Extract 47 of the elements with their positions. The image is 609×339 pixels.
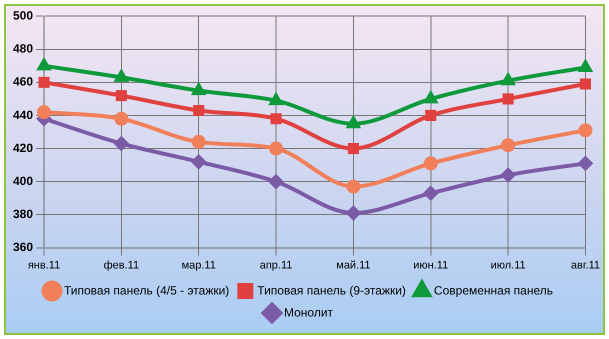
y-tick-label: 440 xyxy=(12,108,34,122)
point xyxy=(424,92,438,104)
point xyxy=(269,142,284,156)
legend-label: Современная панель xyxy=(434,283,553,298)
point xyxy=(193,104,204,116)
y-tick-label: 380 xyxy=(12,207,34,222)
point xyxy=(501,168,516,182)
point xyxy=(192,154,206,169)
x-tick-label: авг.11 xyxy=(570,259,600,272)
point xyxy=(116,90,127,102)
point xyxy=(270,113,282,124)
point xyxy=(269,174,284,189)
x-tick-label: фев.11 xyxy=(104,259,140,272)
point xyxy=(502,93,514,104)
point xyxy=(578,156,592,170)
y-tick-label: 480 xyxy=(12,42,34,56)
x-tick-label: мар.11 xyxy=(182,259,216,272)
y-tick-label: 500 xyxy=(12,8,34,23)
y-tick-label: 400 xyxy=(12,174,34,188)
point xyxy=(114,112,128,126)
x-tick-label: июн.11 xyxy=(413,259,448,272)
point xyxy=(580,78,591,90)
x-tick-label: июл.11 xyxy=(490,259,526,272)
point xyxy=(579,60,592,72)
point xyxy=(346,180,360,194)
x-tick-label: май.11 xyxy=(336,259,371,272)
point xyxy=(425,110,436,121)
x-tick-label: апр.11 xyxy=(260,259,292,272)
point xyxy=(192,84,206,96)
point xyxy=(115,70,128,82)
y-tick-label: 360 xyxy=(12,240,34,254)
point xyxy=(424,156,438,170)
y-tick-label: 460 xyxy=(12,74,34,89)
legend-label: Монолит xyxy=(284,305,334,320)
point xyxy=(114,136,128,151)
point xyxy=(424,186,438,200)
point xyxy=(38,58,50,70)
point xyxy=(348,143,359,154)
legend-label: Типовая панель (9-этажки) xyxy=(257,283,406,298)
legend-label: Типовая панель (4/5 - этажки) xyxy=(64,283,230,298)
point xyxy=(501,138,516,152)
point xyxy=(578,123,592,138)
x-tick-label: янв.11 xyxy=(28,259,60,272)
point xyxy=(346,206,360,220)
y-tick-label: 420 xyxy=(12,140,34,155)
point xyxy=(38,76,50,88)
point xyxy=(192,134,206,149)
